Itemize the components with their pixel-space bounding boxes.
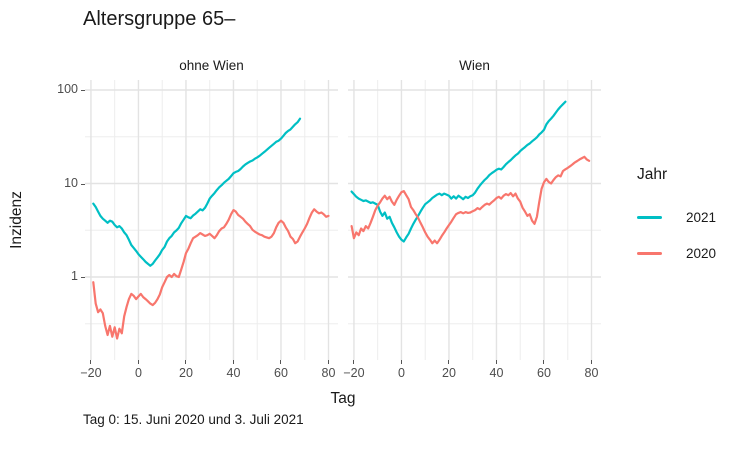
- x-tick-label: 0: [397, 366, 405, 380]
- legend: Jahr 2021 2020: [637, 166, 747, 261]
- x-tick-mark: [280, 360, 282, 364]
- series-line-2020: [350, 155, 591, 245]
- facet-label-wien: Wien: [459, 58, 490, 73]
- caption: Tag 0: 15. Juni 2020 und 3. Juli 2021: [83, 412, 304, 427]
- y-tick-mark: [81, 183, 85, 185]
- x-tick-mark: [400, 360, 402, 364]
- y-tick-label: 10: [64, 175, 78, 190]
- x-tick-mark: [448, 360, 450, 364]
- x-tick-label: −20: [80, 366, 102, 380]
- x-tick-mark: [543, 360, 545, 364]
- x-tick-mark: [137, 360, 139, 364]
- legend-title: Jahr: [637, 166, 668, 183]
- series-line-2021: [350, 100, 567, 243]
- x-tick-label: 20: [179, 366, 193, 380]
- x-tick-label: 60: [537, 366, 551, 380]
- y-tick-label: 100: [57, 82, 78, 96]
- x-tick-label: 40: [489, 366, 504, 380]
- series-line-2021: [92, 117, 302, 267]
- series-line-2020: [92, 208, 330, 340]
- x-tick-label: 80: [584, 366, 599, 380]
- chart-title: Altersgruppe 65–: [83, 8, 236, 30]
- x-tick-label: 0: [134, 366, 142, 380]
- x-tick-mark: [590, 360, 592, 364]
- x-tick-label: 80: [321, 366, 336, 380]
- x-tick-mark: [232, 360, 234, 364]
- facet-label-ohne-wien: ohne Wien: [179, 58, 244, 73]
- plot-panel-wien: −20 0 20 40 60 80: [343, 80, 601, 380]
- x-tick-label: 60: [274, 366, 288, 380]
- panel-svg-ohne-wien: [85, 80, 338, 360]
- x-tick-mark: [90, 360, 92, 364]
- x-axis-title: Tag: [330, 390, 356, 407]
- x-tick-label: −20: [343, 366, 365, 380]
- legend-label-2020: 2020: [686, 245, 717, 261]
- y-tick-mark: [81, 277, 85, 278]
- x-tick-mark: [185, 360, 187, 364]
- panel-svg-wien: [348, 80, 601, 360]
- y-tick-mark: [81, 90, 85, 91]
- legend-entry-2021: 2021: [637, 208, 716, 226]
- x-tick-mark: [495, 360, 497, 364]
- legend-entry-2020: 2020: [637, 244, 716, 262]
- legend-label-2021: 2021: [686, 209, 717, 225]
- plot-panel-ohne-wien: −20 0 20 40 60 80: [80, 80, 338, 380]
- legend-line-swatch-2021: [637, 215, 662, 219]
- x-tick-mark: [353, 360, 355, 364]
- x-tick-label: 40: [226, 366, 241, 380]
- y-axis-title: Inzidenz: [8, 191, 25, 249]
- x-tick-mark: [327, 360, 329, 364]
- y-tick-label: 1: [71, 269, 78, 283]
- legend-line-swatch-2020: [637, 251, 662, 255]
- x-tick-label: 20: [442, 366, 456, 380]
